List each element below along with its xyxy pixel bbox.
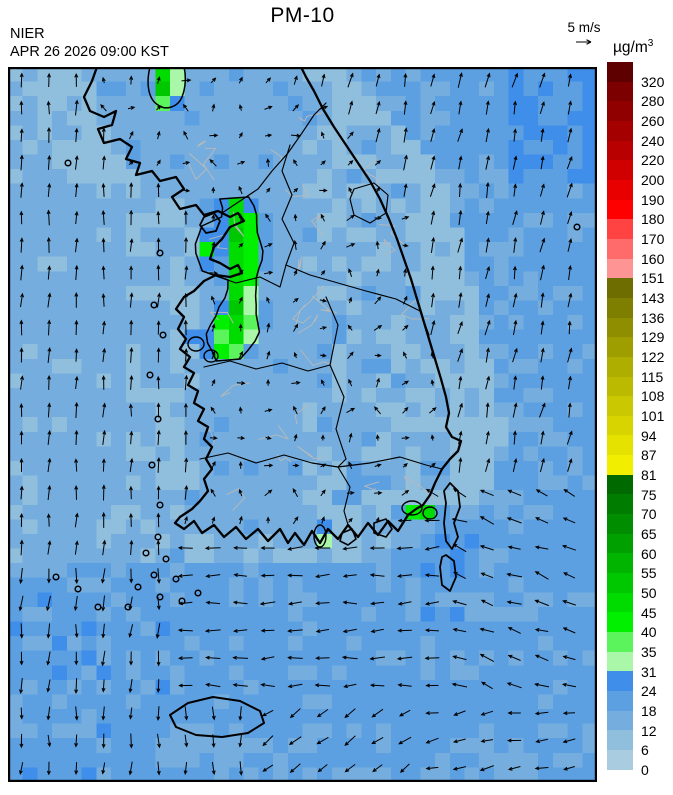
colorbar-tick-label: 260 [641,113,665,129]
colorbar-tick-label: 101 [641,408,665,424]
wind-scale-arrow-icon [576,39,592,45]
colorbar-tick-label: 143 [641,290,665,306]
colorbar-tick-label: 65 [641,526,657,542]
colorbar-segment [607,592,633,613]
colorbar-tick-label: 55 [641,565,657,582]
colorbar-segment [607,730,633,750]
colorbar-tick-label: 108 [641,388,665,405]
colorbar-tick-label: 122 [641,349,665,365]
colorbar-segment [607,376,633,397]
colorbar-tick-label: 87 [641,447,657,464]
colorbar-tick-label: 280 [641,93,665,110]
colorbar-segment [607,62,633,82]
colorbar-segment [607,474,633,495]
colorbar-segment [607,179,633,200]
source-label: NIER [10,26,45,42]
colorbar-tick-label: 18 [641,703,657,719]
colorbar-tick-label: 115 [641,368,664,385]
colorbar-segment [607,671,633,691]
colorbar-tick-label: 160 [641,250,665,267]
colorbar-tick-label: 6 [641,742,649,759]
colorbar-tick-label: 12 [641,722,657,739]
colorbar-segment [607,356,633,377]
map-frame [7,66,598,783]
province-boundaries [199,102,443,526]
wind-scale-legend: 5 m/s [556,20,612,53]
colorbar-segment [607,219,633,239]
colorbar-tick-label: 45 [641,604,657,621]
colorbar-segment [607,101,633,121]
colorbar-segment [607,317,633,338]
colorbar-segment [607,651,633,672]
colorbar-segment [607,533,633,554]
concentration-contours [147,66,438,548]
colorbar-segment [607,514,633,534]
colorbar-segment [607,278,633,298]
colorbar-segment [607,691,633,711]
colorbar-segment [607,435,633,456]
colorbar-tick-label: 129 [641,329,665,346]
colorbar-tick-label: 180 [641,211,665,228]
colorbar-tick-label: 320 [641,73,665,90]
page-title: PM-10 [270,4,335,27]
colorbar-segment [607,632,633,652]
colorbar-tick-label: 70 [641,506,657,523]
colorbar-segment [607,455,633,475]
colorbar: 320 280 260 240 220 200 190 180 170 160 151 143 136 1… [607,62,673,778]
county-boundaries [188,112,439,511]
coastline [82,65,463,738]
colorbar-tick-label: 50 [641,585,657,601]
colorbar-tick-label: 60 [641,545,657,562]
colorbar-tick-label: 220 [641,152,665,169]
colorbar-segment [607,297,633,318]
colorbar-tick-label: 200 [641,172,665,188]
pm10-map-svg [7,65,598,783]
colorbar-segment [607,337,633,357]
colorbar-tick-label: 75 [641,486,657,503]
colorbar-tick-label: 240 [641,132,665,149]
colorbar-tick-label: 81 [641,467,657,483]
colorbar-tick-label: 31 [641,663,657,680]
colorbar-segment [607,120,633,141]
colorbar-segment [607,396,633,416]
pm10-field-cells [8,67,598,783]
colorbar-segment [607,160,633,180]
datetime-label: APR 26 2026 09:00 KST [10,44,169,60]
colorbar-segments [607,62,633,770]
colorbar-segment [607,749,633,770]
colorbar-tick-label: 190 [641,191,665,208]
colorbar-segment [607,199,633,220]
colorbar-tick-label: 136 [641,309,665,326]
colorbar-segment [607,140,633,161]
colorbar-segment [607,612,633,633]
colorbar-tick-label: 40 [641,624,657,641]
units-label: µg/m3 [613,38,654,57]
wind-scale-label: 5 m/s [567,20,601,35]
colorbar-segment [607,710,633,731]
colorbar-segment [607,573,633,593]
colorbar-tick-label: 151 [641,270,665,287]
colorbar-segment [607,238,633,259]
wind-arrows-layer [18,72,577,776]
colorbar-segment [607,415,633,436]
colorbar-segment [607,494,633,515]
colorbar-segment [607,553,633,574]
small-islands [52,159,581,611]
colorbar-segment [607,81,633,102]
colorbar-tick-label: 24 [641,683,657,700]
colorbar-tick-label: 170 [641,231,665,247]
korea-map-canvas [7,65,598,783]
colorbar-tick-label: 94 [641,427,657,444]
colorbar-segment [607,258,633,279]
colorbar-tick-label: 35 [641,644,657,660]
colorbar-tick-label: 0 [641,762,649,778]
